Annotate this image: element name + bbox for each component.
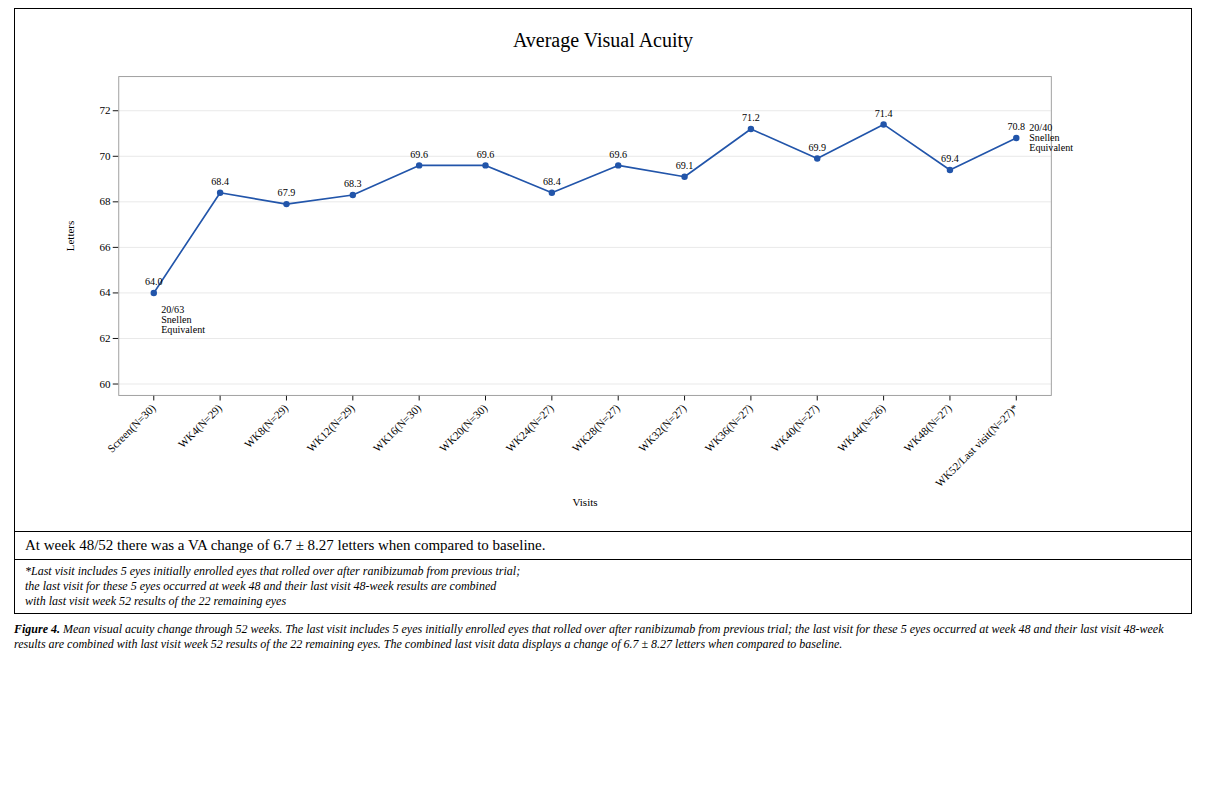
html-text:At week 48/52 there was a VA c: At week 48/52 there was a VA change of 6… <box>25 536 546 553</box>
svg-text:70.8: 70.8 <box>1007 121 1025 132</box>
svg-text:Letters: Letters <box>64 221 76 252</box>
svg-text:69.4: 69.4 <box>941 153 959 164</box>
html-text:Average Visual Acuity: Average Visual Acuity <box>512 29 694 51</box>
svg-text:Visits: Visits <box>572 496 597 508</box>
svg-text:WK32(N=27): WK32(N=27) <box>636 402 689 455</box>
svg-text:64.0: 64.0 <box>145 276 163 287</box>
svg-text:WK4(N=29): WK4(N=29) <box>176 402 225 451</box>
svg-text:Screen(N=30): Screen(N=30) <box>105 402 159 456</box>
svg-text:69.1: 69.1 <box>676 160 694 171</box>
svg-text:62: 62 <box>99 332 110 344</box>
svg-text:70: 70 <box>99 150 111 162</box>
svg-text:71.4: 71.4 <box>875 108 893 119</box>
svg-text:WK28(N=27): WK28(N=27) <box>570 402 623 455</box>
svg-text:WK52/Last visit(N=27)*: WK52/Last visit(N=27)* <box>933 402 1021 490</box>
svg-text:71.2: 71.2 <box>742 112 760 123</box>
svg-text:69.6: 69.6 <box>609 149 627 160</box>
html-text:*Last visit includes 5 eyes in: *Last visit includes 5 eyes initially en… <box>25 563 521 608</box>
svg-text:68.3: 68.3 <box>344 178 362 189</box>
svg-text:WK24(N=27): WK24(N=27) <box>503 402 556 455</box>
svg-text:64: 64 <box>99 286 111 298</box>
html-text:Figure 4. Mean visual acuity c: Figure 4. Mean visual acuity change thro… <box>14 621 1164 651</box>
svg-text:WK20(N=30): WK20(N=30) <box>437 402 490 455</box>
svg-text:72: 72 <box>99 104 110 116</box>
svg-text:69.9: 69.9 <box>808 142 826 153</box>
svg-text:WK44(N=26): WK44(N=26) <box>835 402 888 455</box>
svg-text:67.9: 67.9 <box>278 187 296 198</box>
svg-text:68.4: 68.4 <box>211 176 229 187</box>
svg-text:WK12(N=29): WK12(N=29) <box>304 402 357 455</box>
svg-text:WK16(N=30): WK16(N=30) <box>371 402 424 455</box>
svg-text:69.6: 69.6 <box>477 149 495 160</box>
svg-text:20/40SnellenEquivalent: 20/40SnellenEquivalent <box>1029 122 1073 153</box>
svg-text:WK8(N=29): WK8(N=29) <box>242 402 291 451</box>
svg-text:WK36(N=27): WK36(N=27) <box>702 402 755 455</box>
svg-text:66: 66 <box>99 241 111 253</box>
svg-text:68.4: 68.4 <box>543 176 561 187</box>
svg-text:WK40(N=27): WK40(N=27) <box>769 402 822 455</box>
svg-text:WK48(N=27): WK48(N=27) <box>901 402 954 455</box>
svg-text:20/63SnellenEquivalent: 20/63SnellenEquivalent <box>161 304 205 335</box>
svg-text:60: 60 <box>99 378 111 390</box>
svg-text:69.6: 69.6 <box>410 149 428 160</box>
svg-text:68: 68 <box>99 195 111 207</box>
